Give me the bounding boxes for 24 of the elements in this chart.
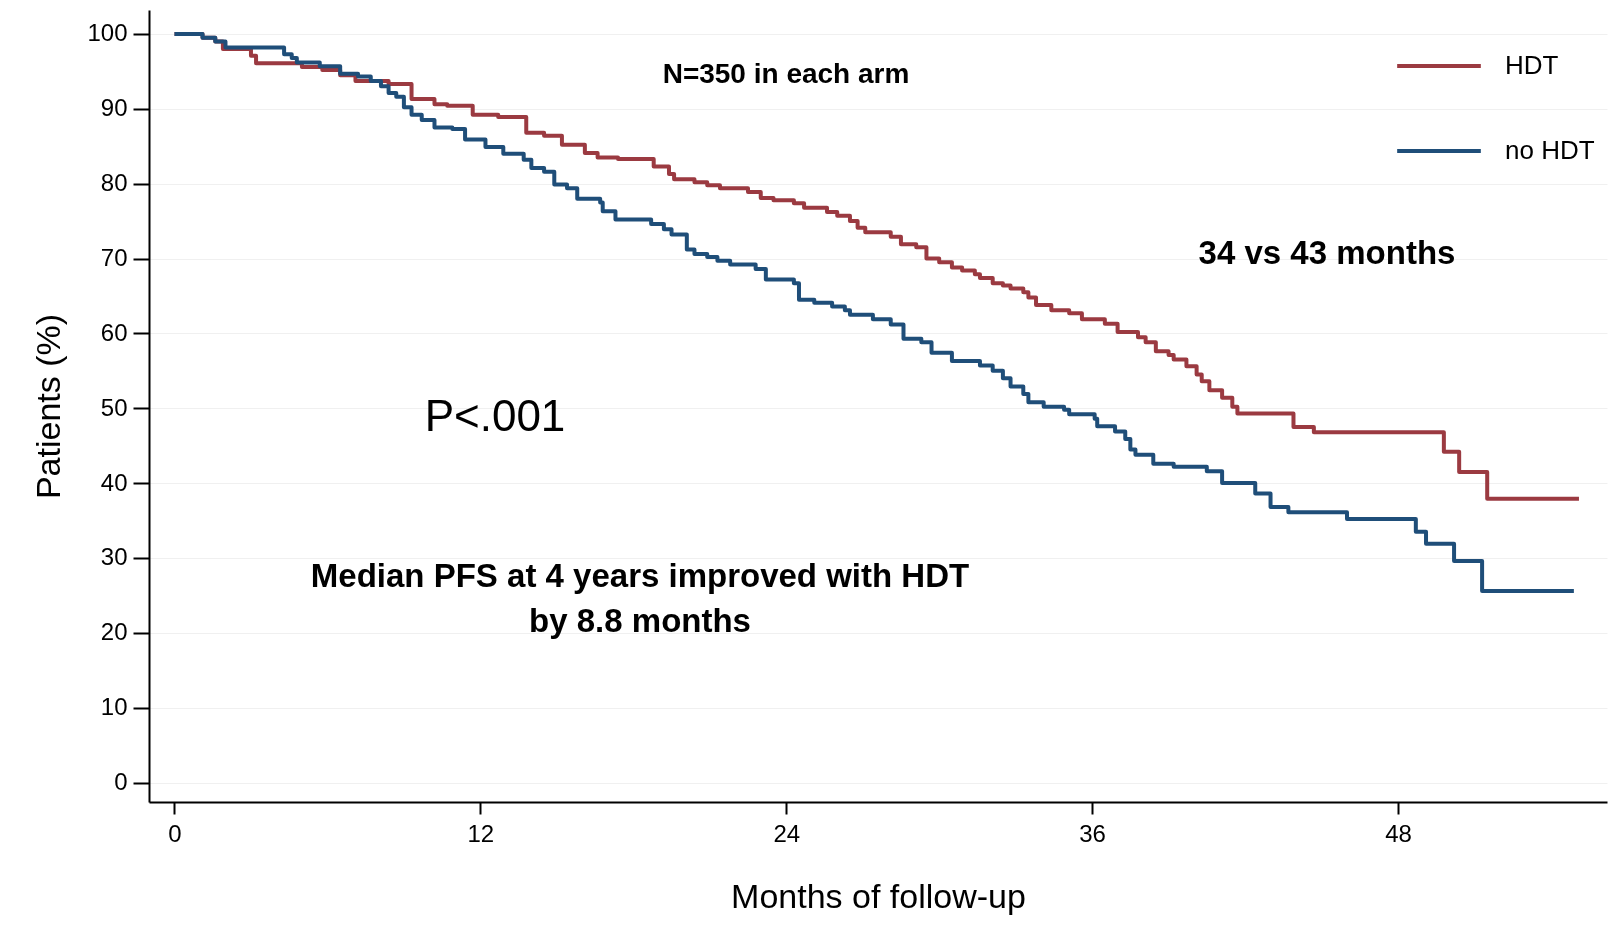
x-tick-label: 0 [168, 819, 182, 847]
annotation: Median PFS at 4 years improved with HDT by 8.8 months [310, 557, 970, 639]
x-tick-label: 36 [1079, 819, 1106, 847]
y-tick-label: 60 [100, 318, 128, 346]
annotation: P<.001 [424, 391, 566, 440]
y-tick-label: 50 [100, 393, 128, 421]
x-tick-label: 12 [467, 819, 495, 847]
y-tick-label: 100 [87, 19, 128, 47]
y-axis-title: Patients (%) [29, 313, 68, 500]
legend-label: no HDT [1505, 135, 1595, 165]
x-tick-label: 48 [1385, 819, 1412, 847]
annotation: N=350 in each arm [662, 58, 910, 89]
y-tick-label: 0 [114, 768, 128, 796]
legend-label: HDT [1505, 50, 1559, 80]
y-tick-label: 90 [100, 94, 128, 122]
y-tick-label: 40 [100, 468, 128, 496]
x-tick-label: 24 [773, 819, 801, 847]
y-tick-label: 10 [100, 693, 128, 721]
y-tick-label: 70 [100, 244, 128, 272]
y-tick-label: 20 [100, 618, 128, 646]
y-tick-label: 30 [100, 543, 128, 571]
x-axis-title: Months of follow-up [731, 876, 1026, 915]
y-tick-label: 80 [100, 169, 128, 197]
annotation: 34 vs 43 months [1198, 234, 1456, 271]
